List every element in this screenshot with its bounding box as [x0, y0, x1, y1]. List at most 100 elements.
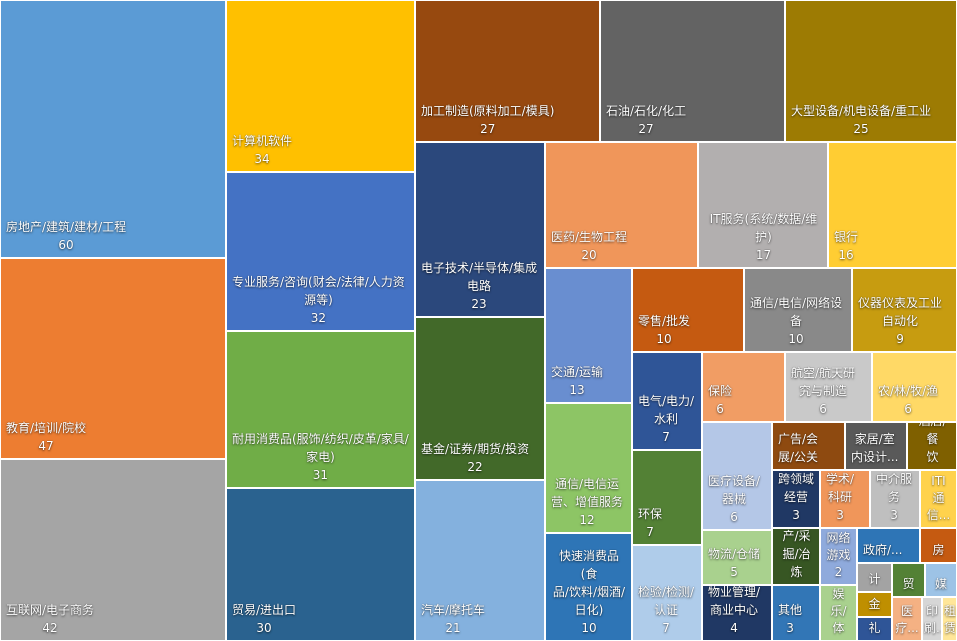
treemap-block[interactable]: 酒店/餐 饮 — [907, 422, 957, 470]
treemap-block[interactable]: 检验/检测/ 认证 7 — [632, 545, 702, 641]
treemap-block[interactable]: 其他 3 — [772, 585, 820, 641]
treemap-block[interactable]: 基金/证券/期货/投资 22 — [415, 317, 545, 480]
block-name: 物流/仓储 — [708, 547, 761, 561]
block-label: 租 赁 — [943, 603, 956, 637]
block-name: 礼 — [868, 620, 881, 635]
block-label: 酒店/餐 饮 — [913, 423, 952, 466]
treemap-block[interactable]: 电子技术/半导体/集成 电路 23 — [415, 142, 545, 317]
block-label: 计 — [858, 571, 891, 588]
block-name: 计算机软件 — [232, 134, 293, 148]
block-value: 6 — [819, 402, 827, 416]
treemap-block[interactable]: 跨领域 经营 3 — [772, 470, 820, 528]
block-name: 基金/证券/期货/投资 — [421, 442, 530, 456]
treemap-block[interactable]: 物流/仓储 5 — [702, 530, 772, 585]
treemap-block[interactable]: 礼 — [857, 617, 892, 641]
block-label: 医药/生物工程 20 — [551, 228, 627, 264]
block-label: 贸易/进出口 30 — [232, 601, 296, 637]
block-label: 快速消费品(食 品/饮料/烟酒/ 日化) 10 — [551, 547, 627, 637]
treemap-block[interactable]: 保险 6 — [702, 352, 785, 422]
block-value: 30 — [256, 621, 272, 635]
treemap-block[interactable]: 银行 16 — [828, 142, 957, 268]
block-value: 6 — [904, 402, 912, 416]
block-value: 25 — [853, 122, 869, 136]
treemap-block[interactable]: 医 疗... — [892, 597, 922, 641]
treemap-block[interactable]: 媒 — [925, 563, 957, 597]
treemap-block[interactable]: 广告/会 展/公关 — [772, 422, 845, 470]
treemap-block[interactable]: 计 — [857, 563, 892, 592]
block-value: 17 — [755, 248, 772, 262]
treemap-block[interactable]: 互联网/电子商务 42 — [0, 459, 226, 641]
treemap-block[interactable]: 娱 乐/ 体 — [820, 585, 857, 641]
block-value: 22 — [467, 460, 483, 474]
treemap-block[interactable]: 环保 7 — [632, 450, 702, 545]
block-value: 3 — [786, 621, 794, 635]
block-label: 教育/培训/院校 47 — [6, 419, 86, 455]
treemap-block[interactable]: 耐用消费品(服饰/纺织/皮革/家具/ 家电) 31 — [226, 331, 415, 488]
block-name: 房地产/建筑/建材/工程 — [6, 220, 127, 234]
block-label: 礼 — [858, 620, 891, 637]
treemap-block[interactable]: 能源/矿 产/采 掘/冶炼 — [772, 528, 820, 585]
treemap-block[interactable]: 房地产/建筑/建材/工程 60 — [0, 0, 226, 258]
block-label: 航空/航天研 究与制造 6 — [791, 364, 855, 418]
treemap-block[interactable]: 房 — [920, 528, 957, 563]
block-label: 农/林/牧/渔 6 — [878, 382, 938, 418]
treemap-block[interactable]: 贸 — [892, 563, 925, 597]
block-name: IT服务(系统/数据/维护) — [709, 212, 818, 244]
block-label: 能源/矿 产/采 掘/冶炼 — [778, 529, 815, 581]
treemap-block[interactable]: 专业服务/咨询(财会/法律/人力资 源等) 32 — [226, 172, 415, 331]
treemap-block[interactable]: 中介服 务 3 — [870, 470, 920, 528]
block-label: 印 刷... — [923, 603, 941, 637]
block-label: 零售/批发 10 — [638, 312, 690, 348]
treemap-block[interactable]: 家居/室 内设计... — [845, 422, 907, 470]
block-name: 医疗设备/ 器械 — [708, 474, 761, 506]
block-label: 通信/电信运 营、增值服务 12 — [551, 475, 623, 529]
treemap-block[interactable]: 电气/电力/ 水利 7 — [632, 352, 702, 450]
block-name: 租 赁 — [944, 603, 957, 635]
treemap-block[interactable]: 快速消费品(食 品/饮料/烟酒/ 日化) 10 — [545, 533, 632, 641]
treemap-block[interactable]: 通信/电信/网络设 备 10 — [744, 268, 852, 352]
treemap-block[interactable]: 交通/运输 13 — [545, 268, 632, 403]
block-name: 跨领域 经营 — [778, 472, 815, 504]
block-name: 金 — [868, 596, 881, 611]
treemap-block[interactable]: 加工制造(原料加工/模具) 27 — [415, 0, 600, 142]
block-label: 交通/运输 13 — [551, 363, 603, 399]
treemap-block[interactable]: 零售/批发 10 — [632, 268, 744, 352]
treemap-block[interactable]: 通信/电信运 营、增值服务 12 — [545, 403, 632, 533]
block-value: 10 — [788, 332, 804, 346]
block-name: 电气/电力/ 水利 — [638, 394, 695, 426]
block-label: 检验/检测/ 认证 7 — [638, 583, 694, 637]
treemap-block[interactable]: 航空/航天研 究与制造 6 — [785, 352, 872, 422]
treemap-block[interactable]: 贸易/进出口 30 — [226, 488, 415, 641]
block-name: 娱 乐/ 体 — [830, 586, 847, 635]
block-label: 医 疗... — [893, 603, 921, 637]
block-value: 27 — [638, 122, 654, 136]
treemap-block[interactable]: 金 — [857, 592, 892, 617]
treemap-block[interactable]: 物业管理/ 商业中心 4 — [702, 585, 772, 641]
block-name: 仪器仪表及工业 自动化 — [858, 296, 943, 328]
block-value: 32 — [310, 311, 327, 325]
block-name: 计 — [868, 571, 881, 586]
treemap-block[interactable]: 学术/ 科研 3 — [820, 470, 870, 528]
treemap-block[interactable]: 政府/... — [857, 528, 920, 563]
block-name: 交通/运输 — [551, 365, 604, 379]
treemap-block[interactable]: 教育/培训/院校 47 — [0, 258, 226, 459]
treemap-block[interactable]: 印 刷... — [922, 597, 942, 641]
block-label: 房 — [921, 542, 956, 559]
treemap-block[interactable]: 石油/石化/化工 27 — [600, 0, 785, 142]
treemap-block[interactable]: 仪器仪表及工业 自动化 9 — [852, 268, 957, 352]
block-value: 10 — [656, 332, 672, 346]
treemap-block[interactable]: 租 赁 — [942, 597, 957, 641]
treemap-block[interactable]: 医药/生物工程 20 — [545, 142, 698, 268]
treemap-block[interactable]: 汽车/摩托车 21 — [415, 480, 545, 641]
block-label: 耐用消费品(服饰/纺织/皮革/家具/ 家电) 31 — [232, 430, 409, 484]
treemap-block[interactable]: 计算机软件 34 — [226, 0, 415, 172]
treemap-block[interactable]: 大型设备/机电设备/重工业 25 — [785, 0, 957, 142]
block-name: 银行 — [834, 230, 859, 244]
treemap-block[interactable]: 医疗设备/ 器械 6 — [702, 422, 772, 530]
treemap-block[interactable]: ITI 通 信... — [920, 470, 957, 528]
treemap-block[interactable]: 农/林/牧/渔 6 — [872, 352, 957, 422]
block-value: 3 — [890, 508, 898, 522]
treemap-block[interactable]: IT服务(系统/数据/维护) 17 — [698, 142, 828, 268]
treemap-block[interactable]: 网络 游戏 2 — [820, 528, 857, 585]
